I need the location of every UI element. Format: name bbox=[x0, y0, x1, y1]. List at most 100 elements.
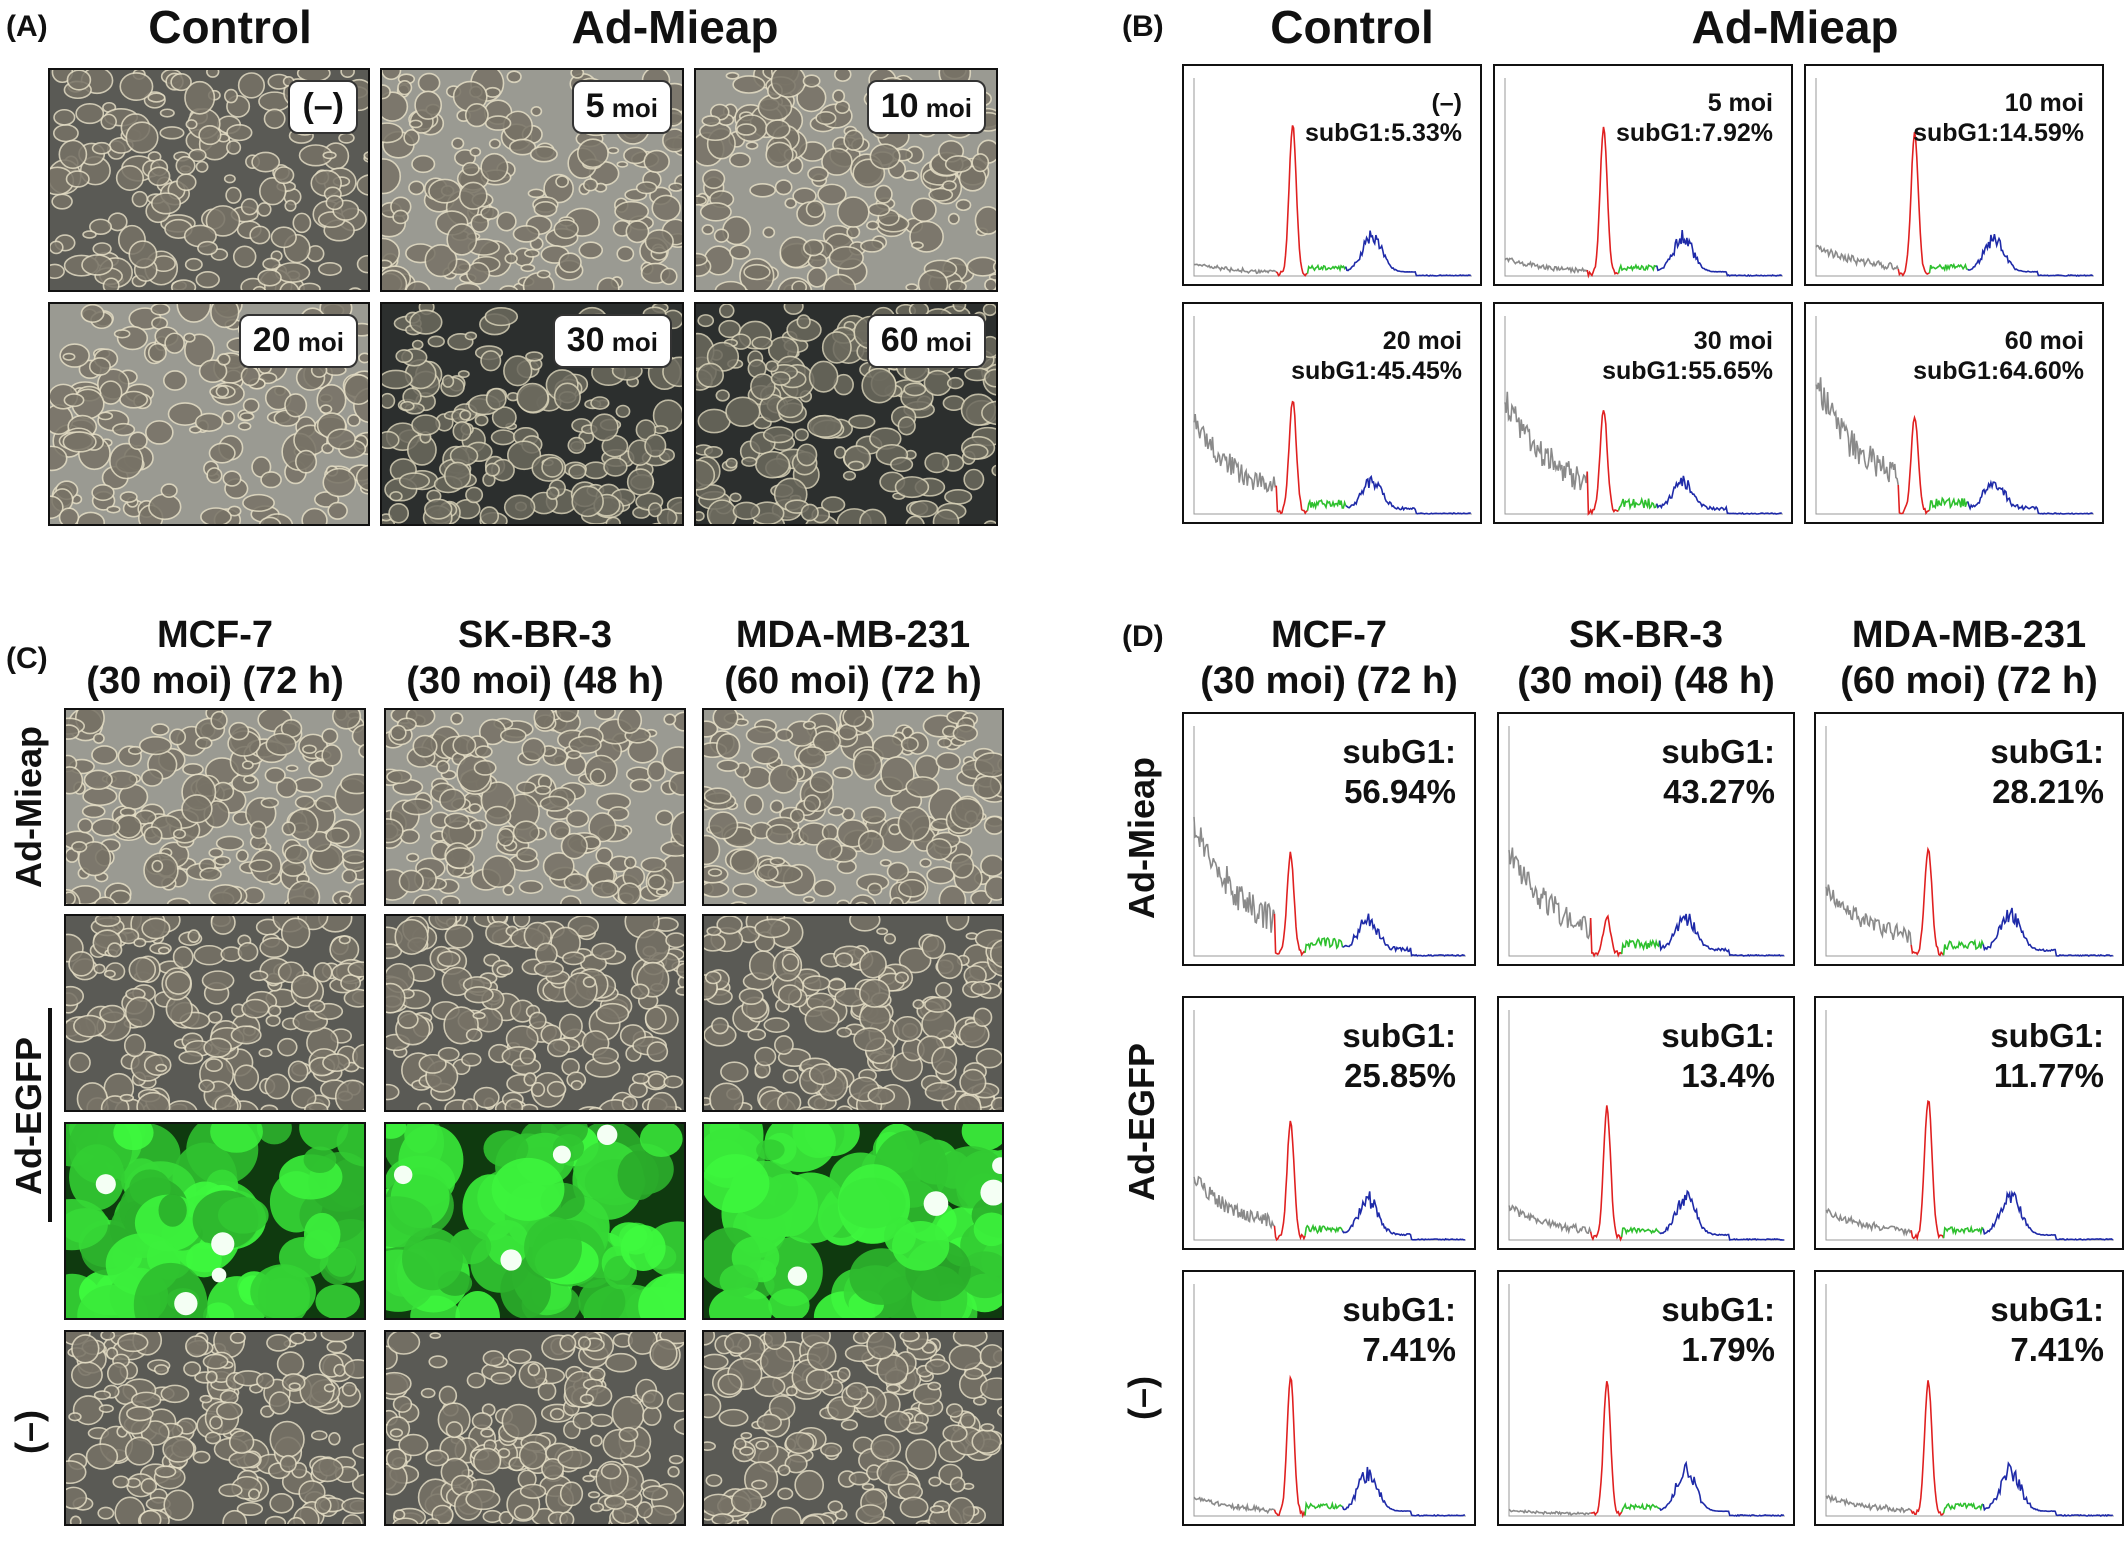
histogram-b-6: 60 moi subG1:64.60% bbox=[1804, 302, 2104, 524]
panel-a-header-treatment: Ad-Mieap bbox=[571, 1, 779, 53]
panel-d-row-label: (–) bbox=[1121, 1376, 1162, 1420]
dose-number: 5 bbox=[585, 87, 605, 125]
cell-line-name: SK-BR-3 bbox=[457, 614, 613, 656]
subg1-title: subG1: bbox=[1342, 1017, 1456, 1054]
histogram-trace-blue bbox=[1659, 1189, 1784, 1241]
micrograph-c-r2-c1 bbox=[64, 914, 366, 1112]
histogram-trace-red bbox=[1910, 846, 1945, 957]
subg1-value: subG1:5.33% bbox=[1304, 119, 1462, 147]
histogram-trace-blue bbox=[1982, 907, 2113, 957]
dose-text: 5 moi bbox=[1707, 89, 1773, 117]
histogram-trace-green bbox=[1304, 936, 1344, 953]
dose-text: (–) bbox=[1431, 89, 1462, 117]
dose-number: (–) bbox=[302, 87, 344, 125]
subg1-title: subG1: bbox=[1990, 1017, 2104, 1054]
histogram-trace-green bbox=[1942, 1501, 1984, 1514]
micrograph-a-4: 20 moi bbox=[48, 302, 370, 526]
histogram-trace-red bbox=[1590, 1381, 1623, 1517]
subg1-value: subG1:45.45% bbox=[1291, 357, 1462, 385]
subg1-value: 43.27% bbox=[1663, 773, 1775, 810]
subg1-value: 1.79% bbox=[1681, 1331, 1775, 1368]
histogram-trace-blue bbox=[1966, 479, 2094, 515]
dose-number: 10 bbox=[880, 87, 919, 125]
subg1-title: subG1: bbox=[1342, 733, 1456, 770]
histogram-trace-blue bbox=[1655, 475, 1783, 515]
histogram-trace-green bbox=[1942, 1224, 1984, 1239]
histogram-trace-gray bbox=[1504, 391, 1588, 491]
histogram-trace-red bbox=[1910, 1099, 1945, 1242]
histogram-trace-gray bbox=[1193, 816, 1276, 933]
subg1-label: subG1: 25.85% bbox=[1342, 1016, 1456, 1096]
panel-c-column-header: MCF-7 (30 moi) (72 h) bbox=[34, 612, 396, 704]
histogram-trace-red bbox=[1586, 410, 1619, 516]
histogram-trace-green bbox=[1928, 496, 1969, 511]
dose-badge: 5 moi bbox=[571, 80, 672, 134]
histogram-trace-red bbox=[1910, 1380, 1945, 1516]
histogram-trace-blue bbox=[1967, 234, 2094, 277]
histogram-d-9: subG1: 7.41% bbox=[1814, 1270, 2124, 1526]
histogram-trace-red bbox=[1273, 851, 1306, 957]
subg1-label: 10 moi subG1:14.59% bbox=[1913, 88, 2084, 148]
ad-egfp-bracket-line bbox=[48, 1008, 52, 1222]
histogram-d-1: subG1: 56.94% bbox=[1182, 712, 1476, 966]
dose-number: 30 bbox=[566, 321, 605, 359]
panel-a-header-control: Control bbox=[148, 1, 312, 53]
histogram-trace-gray bbox=[1508, 847, 1592, 940]
subg1-label: subG1: 28.21% bbox=[1990, 732, 2104, 812]
panel-d-column-header: SK-BR-3 (30 moi) (48 h) bbox=[1467, 612, 1825, 704]
histogram-trace-blue bbox=[1344, 230, 1472, 277]
dose-text: 20 moi bbox=[1382, 327, 1462, 355]
subg1-value: 28.21% bbox=[1992, 773, 2104, 810]
dose-number: 20 bbox=[252, 321, 291, 359]
histogram-trace-green bbox=[1928, 262, 1969, 274]
histogram-b-2: 5 moi subG1:7.92% bbox=[1493, 64, 1793, 286]
panel-c-row-label: (–) bbox=[8, 1410, 49, 1454]
panel-d-label: (D) bbox=[1122, 620, 1164, 653]
subg1-value: 7.41% bbox=[1362, 1331, 1456, 1368]
histogram-trace-gray bbox=[1815, 244, 1899, 271]
cell-line-name: SK-BR-3 bbox=[1568, 614, 1724, 656]
condition-text: (30 moi) (48 h) bbox=[1517, 660, 1775, 702]
panel-d-row-label: Ad-Mieap bbox=[1121, 757, 1162, 919]
subg1-label: subG1: 7.41% bbox=[1342, 1290, 1456, 1370]
micrograph-c-r2-c2 bbox=[384, 914, 686, 1112]
histogram-trace-blue bbox=[1982, 1189, 2114, 1241]
subg1-value: subG1:7.92% bbox=[1615, 119, 1773, 147]
histogram-trace-red bbox=[1275, 400, 1308, 515]
histogram-trace-blue bbox=[1341, 1191, 1465, 1241]
subg1-label: 5 moi subG1:7.92% bbox=[1616, 88, 1773, 148]
subg1-value: subG1:55.65% bbox=[1602, 357, 1773, 385]
histogram-b-3: 10 moi subG1:14.59% bbox=[1804, 64, 2104, 286]
histogram-b-1: (–) subG1:5.33% bbox=[1182, 64, 1482, 286]
histogram-d-3: subG1: 28.21% bbox=[1814, 712, 2124, 966]
dose-text: 60 moi bbox=[2004, 327, 2084, 355]
panel-c-column-header: SK-BR-3 (30 moi) (48 h) bbox=[354, 612, 716, 704]
histogram-trace-green bbox=[1617, 496, 1658, 511]
condition-text: (60 moi) (72 h) bbox=[1840, 660, 2098, 702]
dose-badge: (–) bbox=[288, 80, 358, 134]
histogram-d-6: subG1: 11.77% bbox=[1814, 996, 2124, 1250]
histogram-trace-gray bbox=[1193, 413, 1277, 493]
subg1-label: (–) subG1:5.33% bbox=[1305, 88, 1462, 148]
cell-line-name: MDA-MB-231 bbox=[735, 614, 971, 656]
micrograph-a-2: 5 moi bbox=[380, 68, 684, 292]
histogram-trace-gray bbox=[1194, 263, 1277, 275]
condition-text: (30 moi) (48 h) bbox=[406, 660, 664, 702]
micrograph-c-r4-c2 bbox=[384, 1330, 686, 1526]
dose-badge: 30 moi bbox=[552, 314, 672, 368]
dose-unit: moi bbox=[918, 327, 972, 357]
histogram-trace-green bbox=[1942, 938, 1984, 956]
dose-unit: moi bbox=[604, 93, 658, 123]
micrograph-c-r3-c2 bbox=[384, 1122, 686, 1320]
subg1-title: subG1: bbox=[1990, 1291, 2104, 1328]
micrograph-c-r1-c1 bbox=[64, 708, 366, 906]
panel-b-header-control: Control bbox=[1270, 1, 1434, 53]
histogram-trace-green bbox=[1304, 1223, 1344, 1236]
histogram-trace-red bbox=[1897, 132, 1930, 277]
histogram-trace-gray bbox=[1193, 1175, 1275, 1230]
panel-b-label: (B) bbox=[1122, 10, 1164, 43]
histogram-trace-green bbox=[1617, 263, 1658, 274]
panel-c-column-header: MDA-MB-231 (60 moi) (72 h) bbox=[672, 612, 1034, 704]
panel-d-row-label: Ad-EGFP bbox=[1121, 1043, 1162, 1201]
subg1-value: 7.41% bbox=[2010, 1331, 2104, 1368]
